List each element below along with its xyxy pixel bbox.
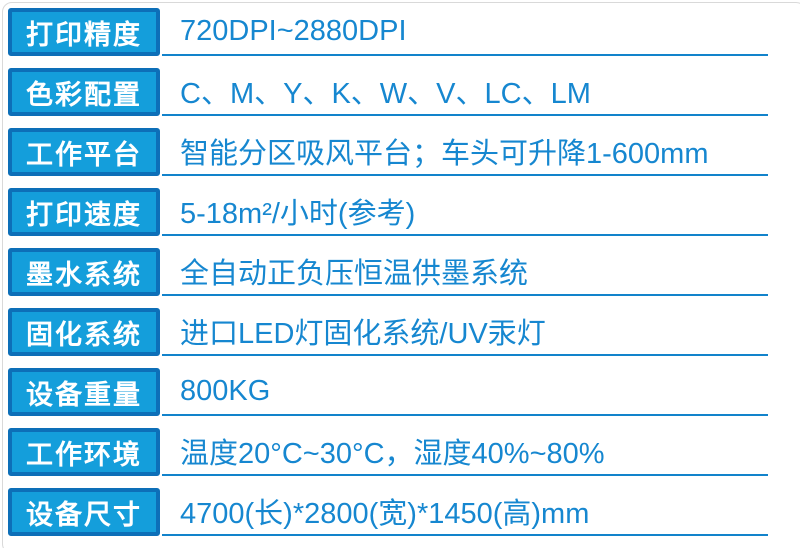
spec-label: 工作平台 [8, 128, 160, 176]
spec-value: 4700(长)*2800(宽)*1450(高)mm [162, 488, 768, 536]
spec-value: 800KG [162, 368, 768, 416]
spec-row-curing-system: 固化系统 进口LED灯固化系统/UV汞灯 [0, 308, 800, 356]
spec-value: C、M、Y、K、W、V、LC、LM [162, 68, 768, 116]
spec-label: 打印速度 [8, 188, 160, 236]
spec-row-device-size: 设备尺寸 4700(长)*2800(宽)*1450(高)mm [0, 488, 800, 536]
spec-row-work-platform: 工作平台 智能分区吸风平台；车头可升降1-600mm [0, 128, 800, 176]
spec-row-work-environment: 工作环境 温度20°C~30°C，湿度40%~80% [0, 428, 800, 476]
spec-label: 墨水系统 [8, 248, 160, 296]
spec-label: 固化系统 [8, 308, 160, 356]
spec-value: 温度20°C~30°C，湿度40%~80% [162, 428, 768, 476]
spec-row-ink-system: 墨水系统 全自动正负压恒温供墨系统 [0, 248, 800, 296]
spec-label: 工作环境 [8, 428, 160, 476]
spec-value: 智能分区吸风平台；车头可升降1-600mm [162, 128, 768, 176]
spec-value: 5-18m²/小时(参考) [162, 188, 768, 236]
spec-value: 720DPI~2880DPI [162, 8, 768, 56]
spec-label: 色彩配置 [8, 68, 160, 116]
spec-label: 打印精度 [8, 8, 160, 56]
spec-label: 设备尺寸 [8, 488, 160, 536]
spec-row-color-config: 色彩配置 C、M、Y、K、W、V、LC、LM [0, 68, 800, 116]
spec-row-print-speed: 打印速度 5-18m²/小时(参考) [0, 188, 800, 236]
spec-rows: 打印精度 720DPI~2880DPI 色彩配置 C、M、Y、K、W、V、LC、… [0, 8, 800, 536]
spec-value: 进口LED灯固化系统/UV汞灯 [162, 308, 768, 356]
spec-row-print-precision: 打印精度 720DPI~2880DPI [0, 8, 800, 56]
spec-row-device-weight: 设备重量 800KG [0, 368, 800, 416]
spec-value: 全自动正负压恒温供墨系统 [162, 248, 768, 296]
spec-label: 设备重量 [8, 368, 160, 416]
